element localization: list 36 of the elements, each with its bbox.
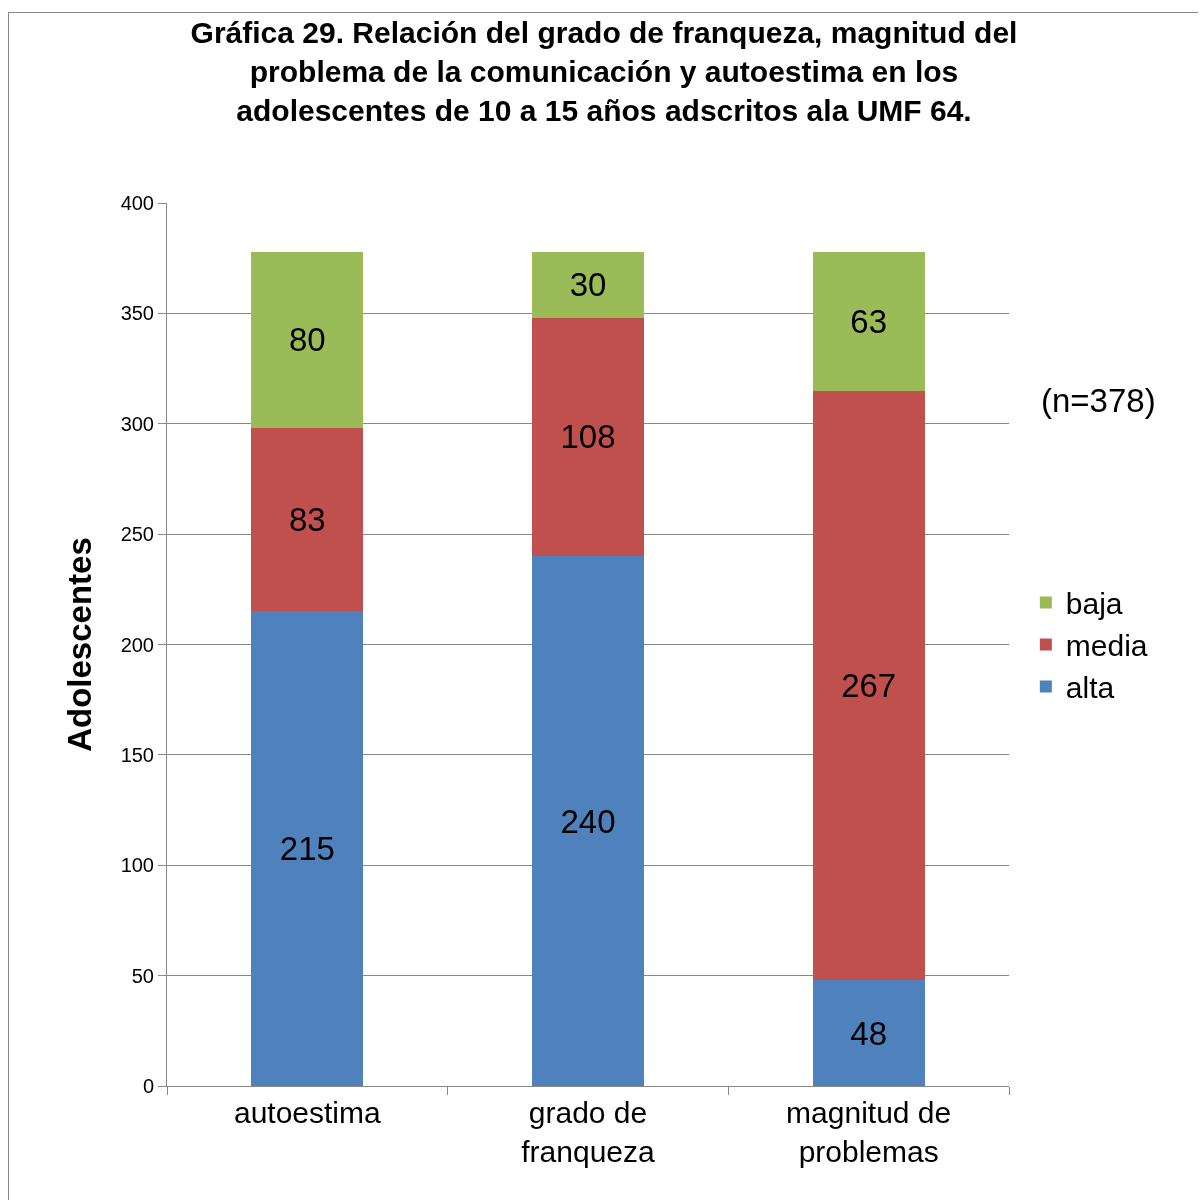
bar — [531, 556, 645, 1086]
text: (n=378) — [1041, 382, 1156, 419]
y-tick-label: 200 — [120, 633, 154, 656]
x-tick-label: magnitud de problemas — [786, 1096, 952, 1168]
chart-title: Gráfica 29. Relación del grado de franqueza, magnitud del problema de la comunicación y autoestima en los adolescentes de 10 a 15 años adscritos ala UMF 64. — [190, 15, 1018, 127]
y-tick-label: 250 — [120, 523, 154, 546]
bar — [531, 251, 645, 318]
bar — [812, 390, 925, 981]
y-tick-label: 100 — [120, 854, 154, 877]
data-label: 63 — [850, 302, 888, 340]
y-tick-label: 50 — [131, 964, 154, 987]
y-tick-label: 350 — [120, 302, 154, 325]
data-label: 80 — [288, 321, 326, 359]
data-label: 83 — [288, 501, 326, 539]
legend-label: baja — [1065, 587, 1123, 621]
bar — [251, 428, 364, 612]
bar — [531, 317, 645, 557]
x-tick-label: autoestima — [233, 1096, 382, 1129]
data-label: 108 — [560, 418, 616, 456]
y-tick-label: 0 — [142, 1075, 154, 1097]
data-label: 267 — [841, 666, 897, 704]
data-label: 30 — [569, 266, 607, 304]
data-label: 215 — [279, 830, 335, 868]
y-tick-label: 150 — [120, 743, 154, 766]
bar — [251, 251, 364, 429]
legend-label: alta — [1065, 671, 1115, 705]
y-tick-label: 300 — [120, 412, 154, 435]
bar — [812, 980, 925, 1086]
bar — [251, 611, 364, 1086]
data-label: 240 — [560, 802, 616, 840]
data-label: 48 — [850, 1014, 888, 1052]
bar — [812, 251, 925, 391]
y-tick-label: 400 — [120, 192, 154, 214]
x-tick-label: grado de franqueza — [521, 1096, 656, 1168]
y-axis-title: Adolescentes — [61, 537, 98, 752]
legend-label: media — [1065, 629, 1148, 663]
